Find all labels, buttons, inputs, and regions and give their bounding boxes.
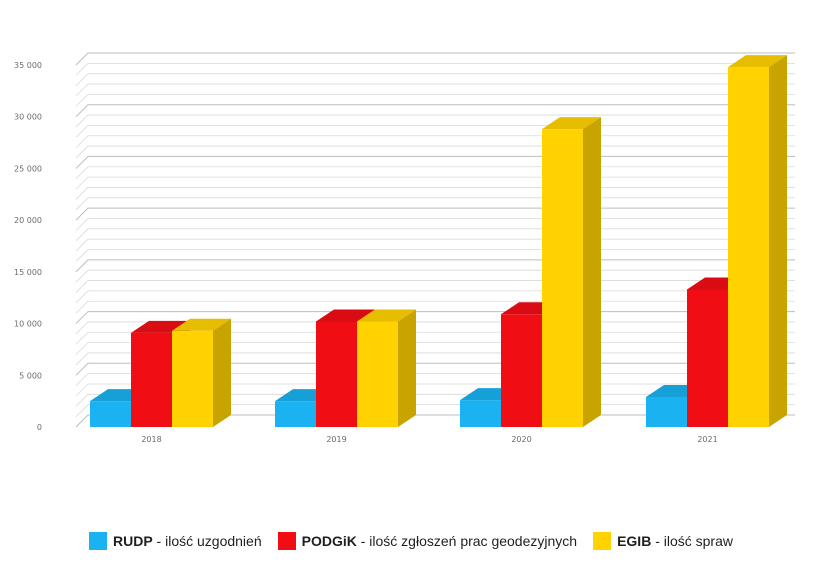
bars (90, 55, 787, 427)
y-tick-label: 20 000 (14, 216, 42, 225)
legend: RUDP - ilość uzgodnień PODGiK - ilość zg… (0, 532, 822, 550)
legend-item-rudp: RUDP - ilość uzgodnień (88, 532, 262, 550)
bar (728, 55, 787, 427)
y-tick-label: 25 000 (14, 164, 42, 173)
legend-series-description: - ilość spraw (651, 533, 733, 549)
minor-gridline (75, 114, 795, 128)
legend-series-name: EGIB (617, 533, 652, 549)
y-tick-label: 0 (37, 423, 42, 432)
legend-series-description: - ilość uzgodnień (152, 533, 262, 549)
x-tick-label: 2021 (697, 435, 717, 444)
legend-series-name: PODGiK (301, 533, 357, 549)
x-tick-label: 2018 (141, 435, 161, 444)
y-tick-label: 15 000 (14, 268, 42, 277)
minor-gridline (75, 62, 795, 76)
legend-item-podgik: PODGiK - ilość zgłoszeń prac geodezyjnyc… (277, 532, 578, 550)
minor-gridline (75, 73, 795, 86)
minor-gridline (75, 83, 795, 97)
legend-swatch-egib (593, 532, 612, 550)
major-gridline (75, 52, 795, 66)
y-tick-label: 30 000 (14, 113, 42, 122)
x-tick-label: 2019 (326, 435, 346, 444)
x-tick-label: 2020 (511, 435, 531, 444)
bar (357, 309, 416, 427)
bar (172, 318, 231, 427)
legend-series-name: RUDP (112, 533, 153, 549)
major-gridline (75, 104, 795, 118)
x-axis-ticks: 2018 2019 2020 2021 (141, 435, 717, 444)
legend-series-description: - ilość zgłoszeń prac geodezyjnych (356, 533, 578, 549)
legend-swatch-podgik (277, 532, 296, 550)
bar-chart: 0 5 000 10 000 15 000 20 000 25 000 30 000 35 0… (14, 52, 795, 444)
bar (542, 117, 601, 427)
y-tick-label: 35 000 (14, 61, 42, 70)
y-axis-ticks: 0 5 000 10 000 15 000 20 000 25 000 30 000 35 0… (14, 61, 42, 432)
legend-swatch-rudp (88, 532, 107, 550)
legend-item-egib: EGIB - ilość spraw (593, 532, 733, 550)
y-tick-label: 10 000 (14, 320, 42, 329)
y-tick-label: 5 000 (19, 371, 42, 380)
minor-gridline (75, 93, 795, 107)
